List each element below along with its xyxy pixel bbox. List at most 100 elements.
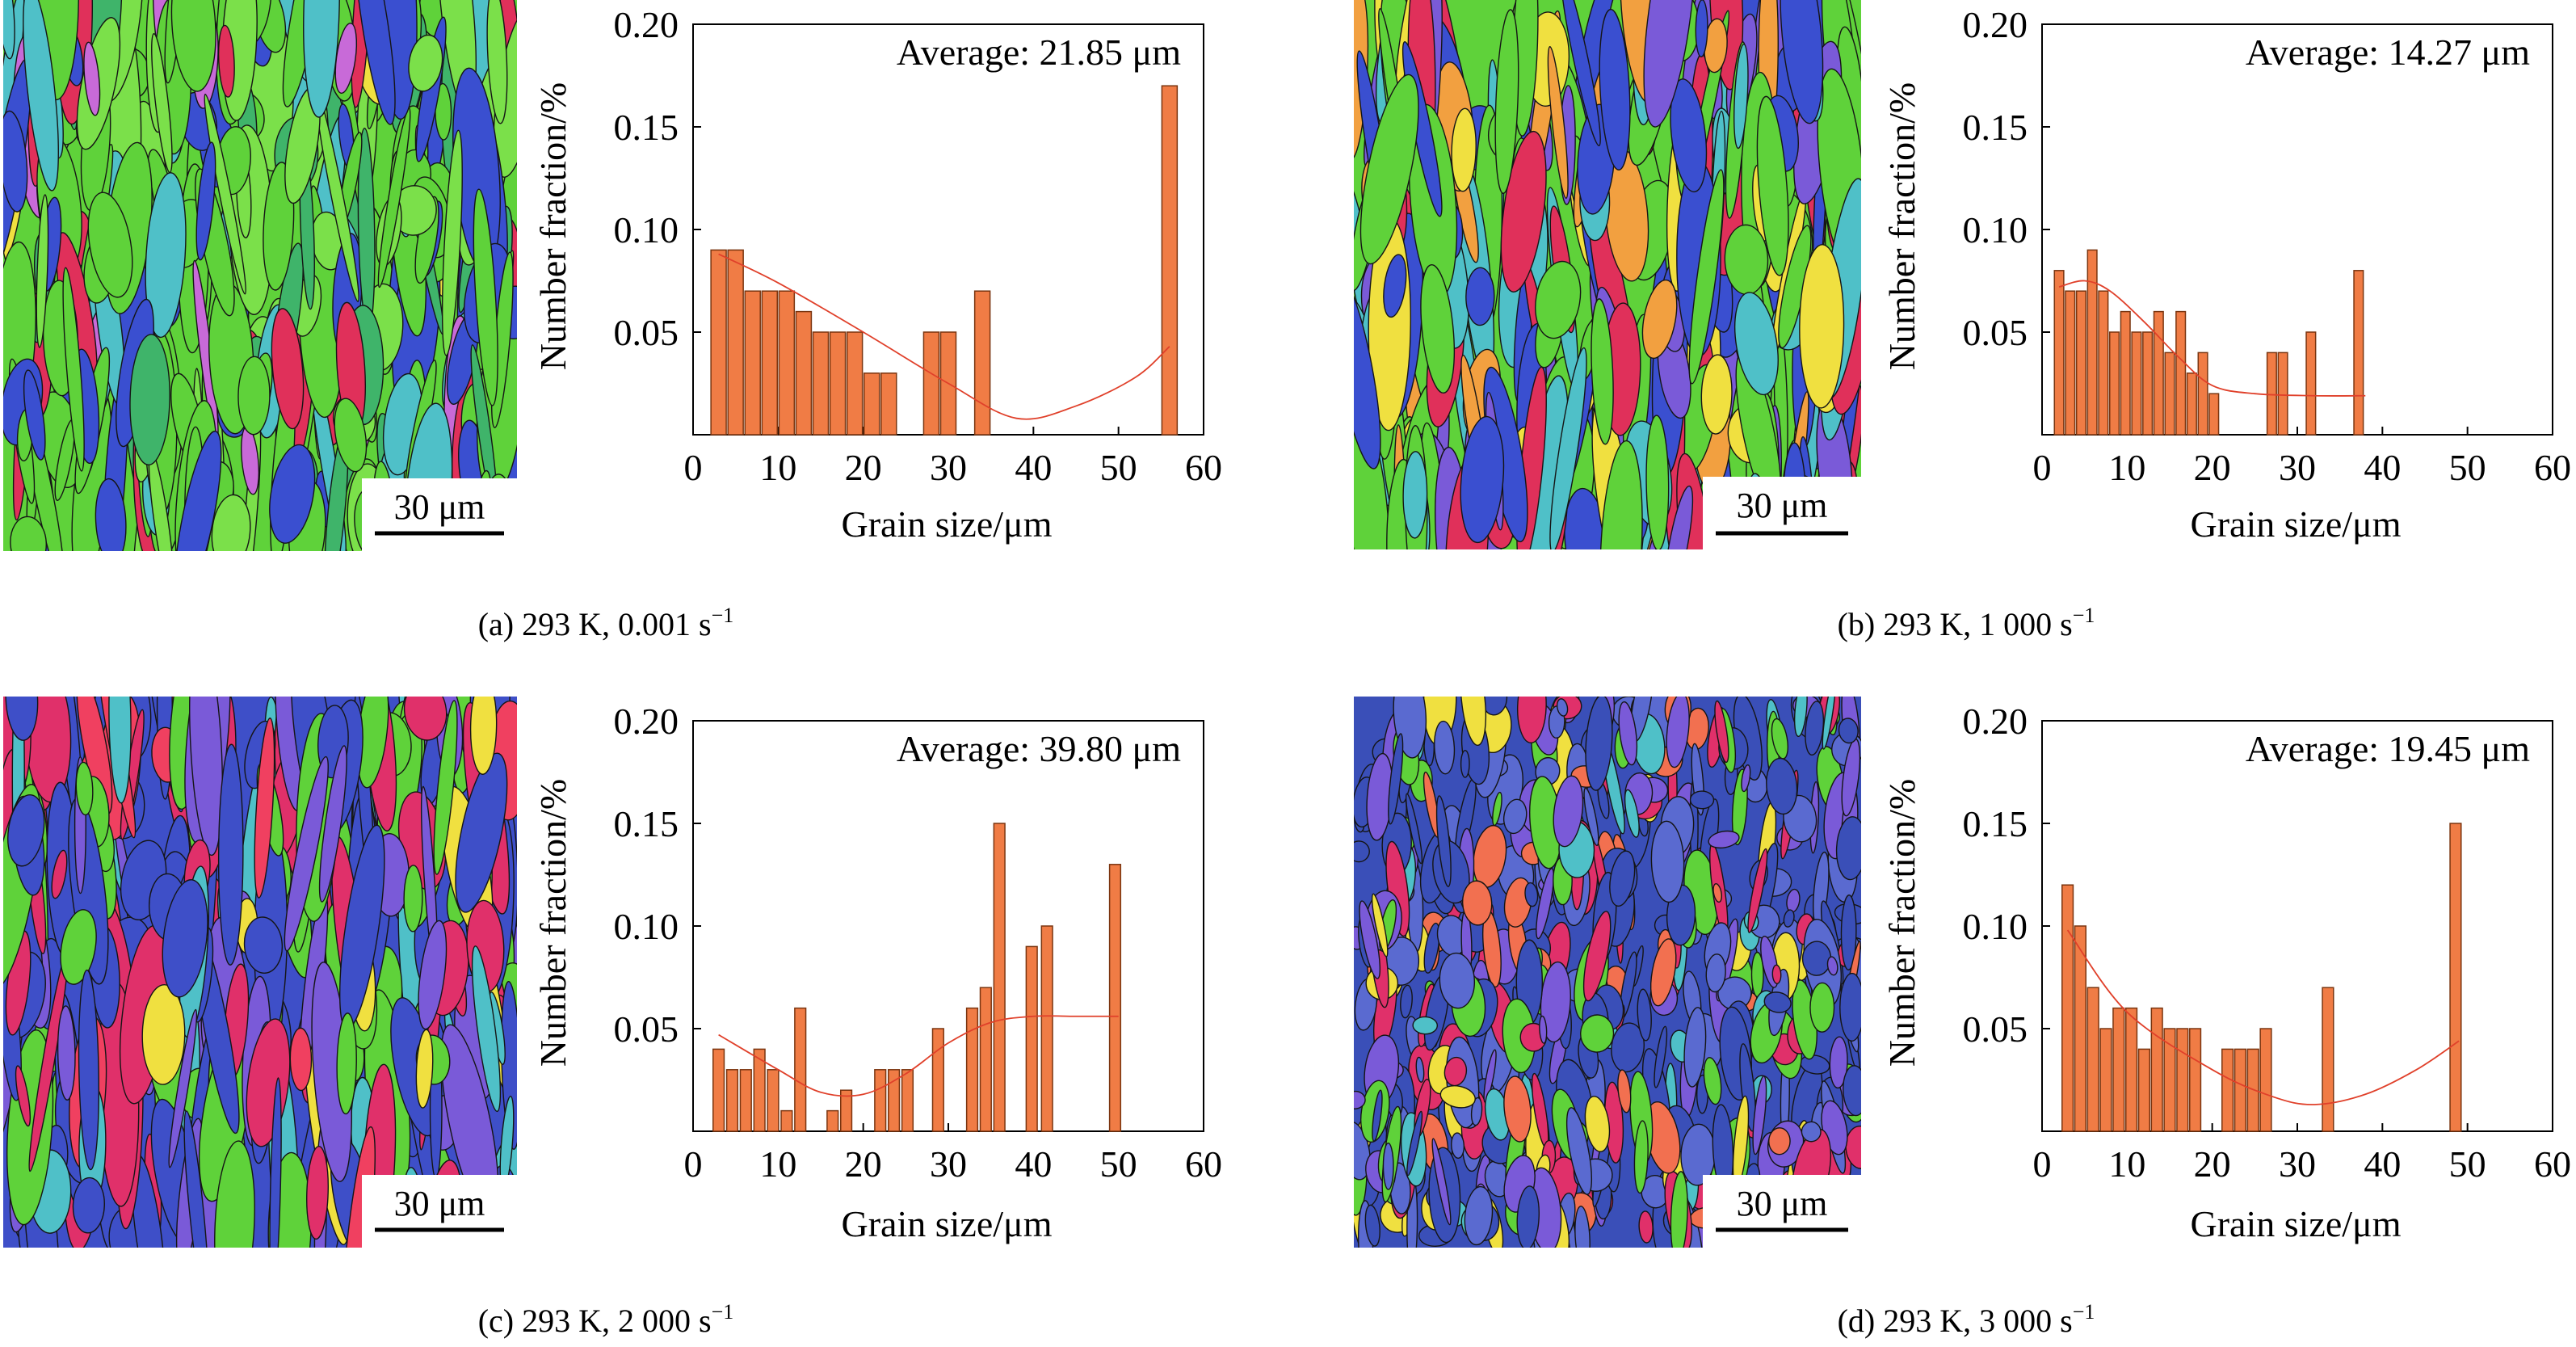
y-tick-label: 0.15: [1963, 107, 2028, 148]
grain: [1650, 820, 1685, 903]
grain: [1412, 1016, 1439, 1035]
grain: [1372, 1089, 1383, 1143]
grain: [214, 1140, 255, 1248]
grain: [1663, 485, 1694, 549]
grain: [1423, 922, 1440, 974]
y-tick-label: 0.20: [614, 4, 679, 45]
grain: [1843, 1065, 1861, 1117]
grain: [95, 478, 127, 551]
grain: [1451, 107, 1477, 192]
grain: [1402, 451, 1428, 539]
grain: [1415, 1056, 1425, 1083]
grain: [1460, 415, 1505, 544]
grain: [1637, 988, 1652, 1042]
histogram-bar: [840, 1089, 853, 1132]
grain: [1609, 850, 1636, 907]
x-tick-label: 0: [2033, 1143, 2052, 1185]
scale-bar-label-d: 30 μm: [1737, 1184, 1828, 1223]
histogram-bar: [2074, 925, 2086, 1132]
grain: [1585, 697, 1613, 791]
histogram-bar: [2176, 1028, 2189, 1132]
x-tick-label: 20: [845, 1143, 882, 1185]
grain: [1400, 984, 1413, 1019]
grain: [271, 308, 305, 430]
scale-bar-label-c: 30 μm: [394, 1184, 485, 1223]
grain: [334, 398, 368, 473]
x-tick-label: 50: [2449, 1143, 2486, 1185]
histogram-bar: [2053, 270, 2065, 436]
grain: [1382, 1142, 1394, 1190]
grain: [1838, 718, 1859, 744]
scale-bar-d: 30 μm: [1703, 1175, 1861, 1248]
grain: [441, 129, 463, 356]
grain: [204, 93, 246, 295]
grain: [1583, 787, 1599, 847]
histogram-bar: [880, 373, 897, 436]
grain: [1766, 757, 1798, 815]
grain: [1371, 893, 1389, 958]
grain: [1666, 697, 1690, 768]
x-tick-label: 50: [2449, 447, 2486, 488]
ebsd-map-b: [1354, 0, 1861, 549]
histogram-a: Average: 21.85 μm Grain size/μm Number f…: [532, 4, 1222, 545]
grain: [284, 756, 329, 952]
grain: [243, 916, 284, 974]
grain: [23, 369, 46, 461]
grain: [7, 793, 45, 867]
grain: [486, 0, 508, 124]
grain: [1801, 1121, 1822, 1143]
grain: [1461, 880, 1493, 926]
histogram-bar: [2150, 1007, 2163, 1132]
histogram-bar: [846, 331, 864, 436]
histogram-bar: [2189, 1028, 2202, 1132]
x-tick-label: 10: [2108, 447, 2145, 488]
grain: [78, 969, 100, 1171]
histogram-c: Average: 39.80 μm Grain size/μm Number f…: [532, 701, 1222, 1244]
histogram-bar: [739, 1069, 752, 1132]
scale-bar-c: 30 μm: [362, 1175, 517, 1248]
grain: [1643, 0, 1696, 128]
histogram-bar: [2234, 1048, 2247, 1132]
histogram-bar: [2163, 1028, 2176, 1132]
grain: [1649, 938, 1677, 1007]
grain: [1549, 347, 1587, 549]
grain: [1780, 0, 1824, 124]
grain: [189, 697, 223, 857]
grain: [289, 1027, 313, 1092]
grain: [1547, 46, 1569, 200]
x-tick-label: 50: [1100, 447, 1137, 488]
grain: [1359, 900, 1381, 979]
grain: [269, 444, 316, 544]
histogram-bar: [2175, 310, 2187, 436]
panel-c: 30 μm Average: 39.80 μm Grain size/μm Nu…: [3, 697, 1222, 1339]
histogram-bar: [761, 290, 779, 436]
grain: [151, 33, 173, 174]
grain: [1756, 95, 1789, 276]
grain: [1617, 1069, 1632, 1113]
grain: [1822, 697, 1837, 750]
grain: [354, 0, 396, 125]
grain: [237, 356, 271, 436]
x-tick-label: 30: [2279, 1143, 2316, 1185]
grain: [1703, 1057, 1722, 1105]
average-label-a: Average: 21.85 μm: [897, 32, 1181, 73]
grain: [1434, 720, 1456, 775]
grain: [1768, 1127, 1791, 1155]
histogram-bar: [826, 1109, 839, 1132]
grain: [306, 1145, 329, 1240]
grain: [1733, 43, 1749, 149]
histogram-bar: [795, 310, 813, 436]
grain: [1553, 775, 1584, 848]
fit-curve: [718, 1015, 1119, 1097]
scale-bar-label-b: 30 μm: [1737, 486, 1828, 525]
x-axis-title-b: Grain size/μm: [2191, 503, 2402, 545]
grain: [1747, 848, 1768, 933]
histogram-bar: [725, 1069, 739, 1132]
grain: [10, 516, 47, 551]
histogram-bar: [2061, 884, 2074, 1132]
panel-caption-d: (d) 293 K, 3 000 s−1: [1838, 1300, 2095, 1339]
grain: [129, 334, 170, 466]
histogram-bar: [710, 249, 727, 436]
grain: [1451, 1132, 1465, 1160]
histogram-bar: [744, 290, 761, 436]
